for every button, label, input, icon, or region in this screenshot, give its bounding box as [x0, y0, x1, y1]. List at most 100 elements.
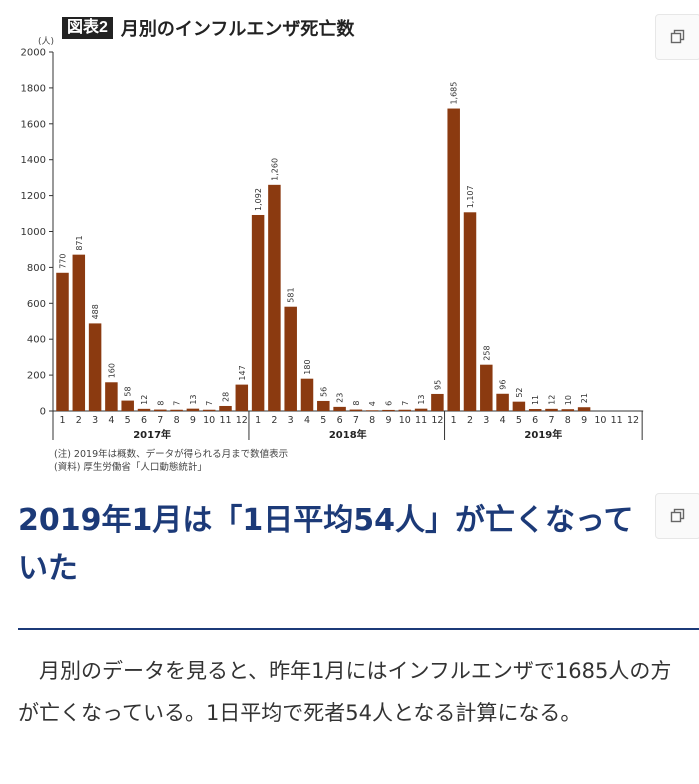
data-label: 581 [287, 287, 296, 302]
bar [219, 405, 232, 411]
chart-figure: (人) 0 200 400 600 800 1000 1200 1400 1600 1800 2000… [21, 16, 644, 473]
x-tick-label: 4 [108, 415, 114, 426]
x-tick-label: 3 [288, 415, 294, 426]
bar [512, 401, 526, 411]
bar [496, 393, 509, 411]
copy-icon[interactable] [655, 14, 699, 60]
bar [561, 409, 575, 411]
bar [349, 409, 363, 411]
x-tick-label: 1 [59, 415, 65, 426]
x-tick-label: 12 [431, 415, 443, 426]
x-tick-label: 6 [141, 415, 147, 426]
x-tick-label: 9 [385, 415, 391, 426]
x-tick-label: 5 [516, 415, 522, 426]
bar [121, 400, 134, 411]
bar [202, 409, 216, 411]
bar [463, 212, 477, 411]
y-tick-label: 1800 [21, 83, 46, 94]
chart-svg: (人) 0 200 400 600 800 1000 1200 1400 1600 1800 2000… [21, 36, 644, 441]
x-tick-label: 10 [399, 415, 411, 426]
data-label: 1,092 [254, 188, 263, 211]
y-tick-label: 2000 [21, 48, 46, 59]
data-label: 1,260 [270, 158, 279, 181]
data-label: 160 [107, 363, 116, 378]
x-tick-label: 8 [174, 415, 180, 426]
bar [284, 306, 297, 411]
x-tick-label: 8 [369, 415, 375, 426]
data-label: 96 [499, 380, 508, 390]
x-tick-label: 3 [483, 415, 489, 426]
data-label: 4 [368, 401, 377, 406]
data-label: 6 [385, 401, 394, 406]
x-tick-label: 2 [76, 415, 82, 426]
data-label: 7 [205, 401, 214, 406]
data-label: 7 [401, 401, 410, 406]
data-label: 488 [91, 304, 100, 319]
x-tick-label: 10 [203, 415, 215, 426]
data-label: 147 [238, 365, 247, 380]
bar [235, 384, 249, 411]
y-tick-label: 600 [27, 299, 46, 310]
copy-icon[interactable] [655, 493, 699, 539]
x-tick-label: 9 [190, 415, 196, 426]
data-label: 58 [124, 386, 133, 396]
bar [268, 184, 281, 411]
x-tick-label: 7 [548, 415, 554, 426]
data-label: 7 [173, 401, 182, 406]
article-body: 月別のデータを見ると、昨年1月にはインフルエンザで1685人の方が亡くなっている… [18, 659, 672, 725]
article-headline: 2019年1月は「1日平均54人」が亡くなっていた [18, 503, 634, 586]
x-tick-label: 12 [236, 415, 248, 426]
x-tick-label: 1 [255, 415, 261, 426]
year-label: 2017年 [133, 428, 171, 441]
bar [365, 410, 379, 411]
year-label: 2018年 [329, 428, 367, 441]
data-label: 56 [319, 387, 328, 397]
x-tick-label: 1 [451, 415, 457, 426]
x-tick-label: 5 [125, 415, 131, 426]
copy-glyph [670, 508, 685, 523]
x-tick-label: 11 [415, 415, 427, 426]
y-tick-label: 400 [27, 335, 46, 346]
x-tick-label: 2 [271, 415, 277, 426]
x-tick-label: 6 [337, 415, 343, 426]
bar [382, 409, 395, 411]
bar [154, 409, 167, 411]
y-tick-label: 1400 [21, 155, 46, 166]
x-tick-label: 12 [627, 415, 639, 426]
bar [137, 408, 151, 411]
y-axis-unit: (人) [38, 36, 54, 47]
bar [333, 406, 346, 411]
bar [105, 382, 118, 411]
year-label: 2019年 [524, 428, 562, 441]
data-label: 8 [156, 400, 165, 405]
chart-title: 月別のインフルエンザ死亡数 [120, 19, 355, 40]
y-tick-label: 200 [27, 371, 46, 382]
x-tick-label: 6 [532, 415, 538, 426]
chart-title-row: 図表2 月別のインフルエンザ死亡数 [62, 16, 354, 40]
bar [317, 400, 330, 411]
x-tick-label: 10 [594, 415, 606, 426]
data-label: 180 [303, 359, 312, 374]
x-tick-label: 7 [157, 415, 163, 426]
bar [170, 409, 183, 411]
x-tick-label: 2 [467, 415, 473, 426]
bar [414, 408, 428, 411]
x-tick-label: 4 [304, 415, 310, 426]
chart-badge: 図表2 [62, 17, 113, 39]
data-label: 1,685 [450, 82, 459, 105]
data-label: 23 [336, 393, 345, 403]
x-tick-label: 11 [611, 415, 623, 426]
data-label: 21 [580, 393, 589, 403]
bar [577, 407, 591, 411]
bar [431, 393, 444, 411]
data-label: 13 [189, 394, 198, 404]
bar [186, 408, 200, 411]
chart-note: (注) 2019年は概数、データが得られる月まで数値表示 [54, 449, 289, 460]
data-label: 770 [59, 254, 68, 269]
data-label: 13 [417, 394, 426, 404]
bar [398, 409, 412, 411]
x-tick-label: 5 [320, 415, 326, 426]
bar [447, 108, 460, 411]
bar [56, 272, 69, 411]
data-label: 871 [75, 235, 84, 250]
